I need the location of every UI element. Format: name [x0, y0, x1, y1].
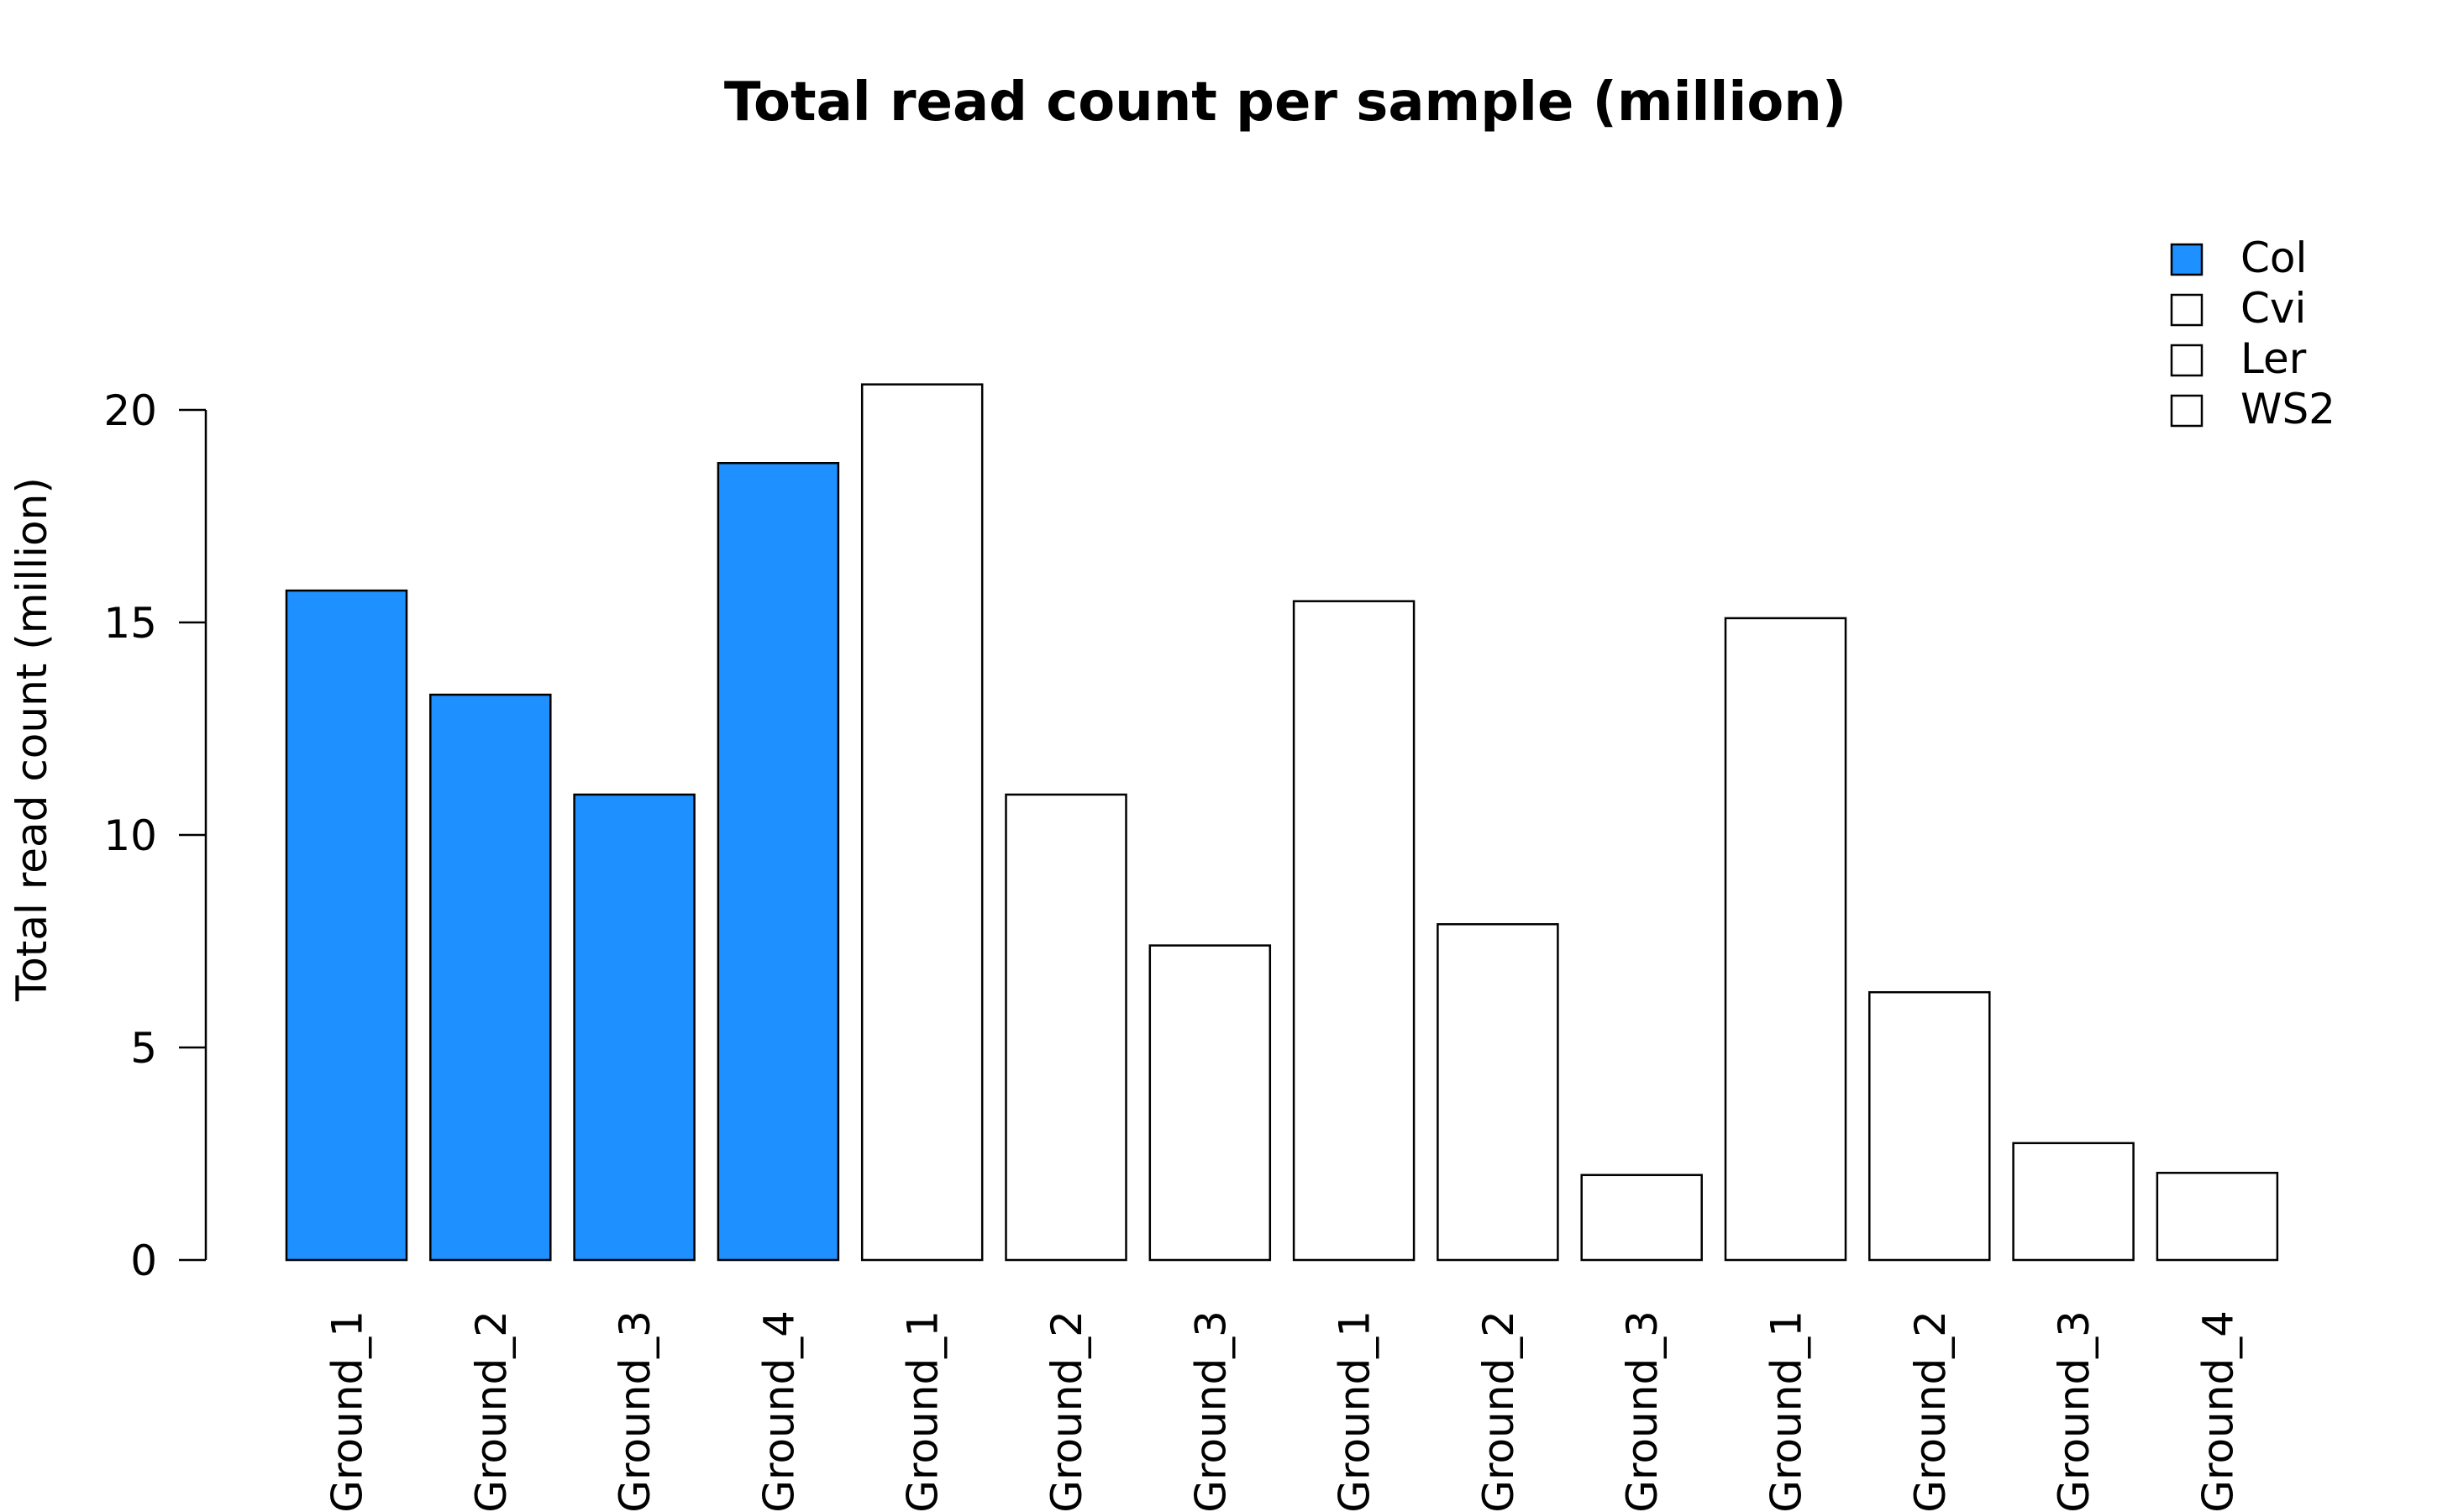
legend-swatch [2170, 293, 2203, 327]
y-axis-label: Total read count (million) [8, 477, 56, 1002]
x-tick-label: Ground_2 [467, 1310, 516, 1512]
bar [429, 693, 552, 1262]
bar [1724, 617, 1847, 1262]
x-tick-labels: Ground_1 Ground_2 Ground_3 Ground_4 Ground_1… [323, 1310, 2243, 1512]
bar [1580, 1173, 1703, 1262]
x-tick-label: Ground_1 [1331, 1310, 1379, 1512]
bar [1148, 944, 1272, 1262]
legend-swatch [2170, 344, 2203, 377]
x-tick-label: Ground_1 [1762, 1310, 1811, 1512]
bar [860, 383, 984, 1262]
x-tick-label: Ground_4 [2193, 1310, 2242, 1512]
x-tick-label: Ground_3 [1186, 1310, 1235, 1512]
legend-label: WS2 [2240, 385, 2335, 433]
chart-title: Total read count per sample (million) [724, 71, 1846, 134]
bar [1292, 600, 1416, 1262]
bar [573, 793, 696, 1262]
bar [1868, 990, 1991, 1262]
legend-label: Cvi [2240, 284, 2306, 333]
bar [717, 462, 840, 1262]
y-tick-label: 10 [103, 811, 157, 860]
x-tick-label: Ground_1 [323, 1310, 372, 1512]
y-axis: 0 5 10 15 20 [103, 386, 207, 1285]
y-tick-label: 0 [130, 1236, 157, 1285]
bar [2012, 1142, 2135, 1262]
bar [285, 589, 408, 1262]
x-tick-label: Ground_4 [754, 1310, 803, 1512]
x-tick-label: Ground_3 [2050, 1310, 2098, 1512]
y-tick-label: 15 [103, 599, 157, 648]
x-tick-label: Ground_2 [1906, 1310, 1955, 1512]
bars [285, 383, 2279, 1262]
x-tick-label: Ground_3 [611, 1310, 659, 1512]
y-tick-label: 5 [130, 1024, 157, 1073]
x-tick-label: Ground_1 [899, 1310, 948, 1512]
x-tick-label: Ground_3 [1618, 1310, 1667, 1512]
y-tick-label: 20 [103, 386, 157, 435]
bar [1005, 793, 1127, 1262]
legend-label: Ler [2240, 334, 2307, 383]
legend-swatch [2170, 243, 2203, 276]
bar [2156, 1172, 2279, 1262]
x-tick-label: Ground_2 [1474, 1310, 1523, 1512]
legend-label: Col [2240, 234, 2307, 282]
x-tick-label: Ground_2 [1043, 1310, 1091, 1512]
legend-swatch [2170, 394, 2203, 428]
bar [1437, 923, 1559, 1262]
